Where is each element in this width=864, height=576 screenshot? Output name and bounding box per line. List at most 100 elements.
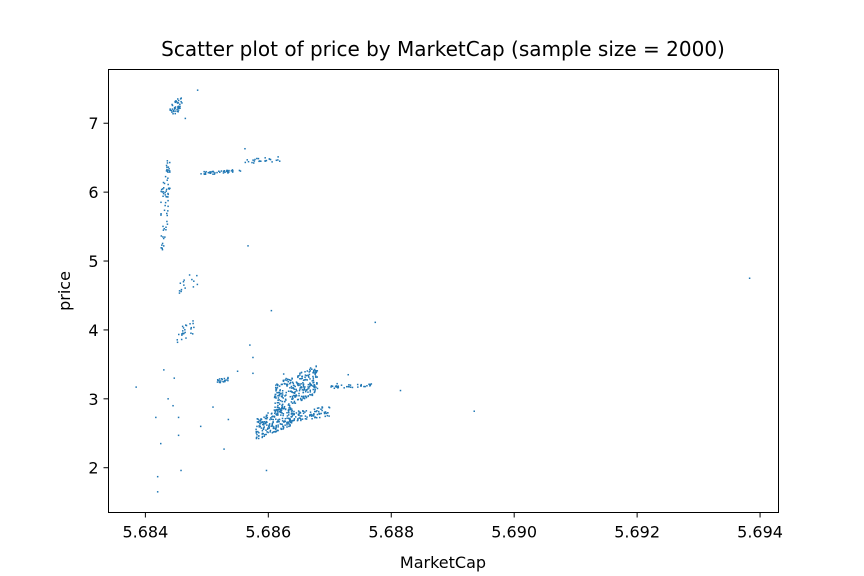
- data-point: [265, 416, 267, 418]
- data-point: [177, 99, 180, 102]
- data-point: [264, 160, 267, 162]
- data-point: [161, 248, 164, 251]
- data-point: [214, 172, 216, 174]
- data-point: [212, 406, 214, 408]
- data-point: [370, 383, 373, 385]
- data-point: [179, 98, 182, 100]
- data-point: [280, 423, 282, 425]
- data-point: [177, 105, 179, 108]
- data-point: [274, 410, 276, 412]
- data-point: [261, 435, 264, 438]
- data-point: [275, 390, 277, 392]
- data-point: [328, 406, 330, 408]
- data-point: [304, 418, 307, 420]
- data-point: [316, 407, 319, 409]
- data-point: [309, 385, 311, 388]
- data-point: [323, 411, 326, 414]
- data-point: [310, 414, 312, 416]
- data-point: [313, 391, 316, 394]
- data-point: [168, 170, 171, 172]
- data-point: [369, 385, 371, 387]
- data-point: [277, 406, 279, 409]
- data-point: [211, 170, 213, 173]
- data-point: [166, 179, 168, 181]
- data-point: [258, 425, 260, 427]
- data-point: [203, 170, 205, 173]
- data-point: [213, 173, 216, 175]
- data-point: [268, 426, 271, 428]
- data-point: [293, 419, 295, 422]
- data-point: [271, 161, 273, 163]
- data-point: [300, 371, 303, 374]
- data-point: [298, 394, 300, 397]
- data-point: [274, 412, 276, 415]
- data-point: [177, 111, 179, 113]
- data-point: [216, 381, 219, 383]
- data-point: [204, 173, 207, 175]
- data-point: [336, 382, 338, 385]
- data-point: [289, 395, 292, 398]
- data-point: [252, 372, 254, 375]
- data-point: [176, 98, 179, 100]
- data-point: [302, 386, 305, 388]
- data-point: [307, 388, 309, 390]
- data-point: [267, 412, 269, 414]
- data-point: [304, 374, 307, 376]
- data-point: [162, 191, 165, 193]
- x-tick-label: 5.694: [737, 523, 783, 542]
- data-point: [280, 409, 283, 412]
- data-point: [283, 405, 286, 408]
- data-point: [258, 431, 260, 434]
- data-point: [178, 333, 180, 336]
- data-point: [167, 199, 169, 202]
- data-point: [315, 416, 318, 419]
- data-point: [167, 171, 169, 173]
- data-point: [192, 320, 194, 322]
- data-point: [299, 374, 301, 376]
- data-point: [330, 386, 332, 388]
- data-point: [220, 378, 223, 380]
- data-point: [259, 420, 262, 422]
- data-point: [297, 419, 299, 421]
- data-point: [293, 402, 295, 404]
- data-point: [312, 371, 314, 374]
- data-point: [314, 372, 316, 374]
- data-point: [313, 413, 315, 416]
- data-point: [255, 430, 257, 433]
- data-point: [277, 399, 279, 401]
- data-point: [254, 158, 256, 161]
- data-point: [336, 385, 338, 388]
- data-point: [264, 422, 267, 425]
- data-point: [216, 171, 218, 174]
- data-point: [314, 416, 317, 418]
- data-point: [312, 385, 314, 387]
- data-point: [278, 399, 280, 401]
- data-point: [299, 412, 302, 414]
- data-point: [161, 247, 163, 250]
- data-point: [278, 408, 280, 411]
- data-point: [278, 393, 281, 396]
- data-point: [317, 410, 320, 413]
- data-point: [180, 469, 182, 472]
- data-point: [318, 416, 321, 419]
- data-point: [326, 412, 329, 414]
- data-point: [224, 379, 226, 382]
- data-point: [307, 386, 309, 388]
- data-point: [212, 171, 215, 173]
- data-point: [269, 418, 271, 421]
- data-point: [174, 106, 177, 108]
- data-point: [311, 414, 314, 416]
- data-point: [276, 410, 279, 412]
- data-point: [292, 384, 295, 386]
- data-point: [289, 418, 291, 421]
- y-tick-label: 3: [88, 390, 98, 409]
- data-point: [291, 378, 293, 380]
- data-point: [349, 386, 352, 388]
- x-tick-label: 5.684: [122, 523, 168, 542]
- data-point: [261, 432, 264, 435]
- data-point: [167, 183, 169, 186]
- data-point: [156, 475, 159, 478]
- data-point: [277, 397, 280, 399]
- data-point: [311, 415, 313, 417]
